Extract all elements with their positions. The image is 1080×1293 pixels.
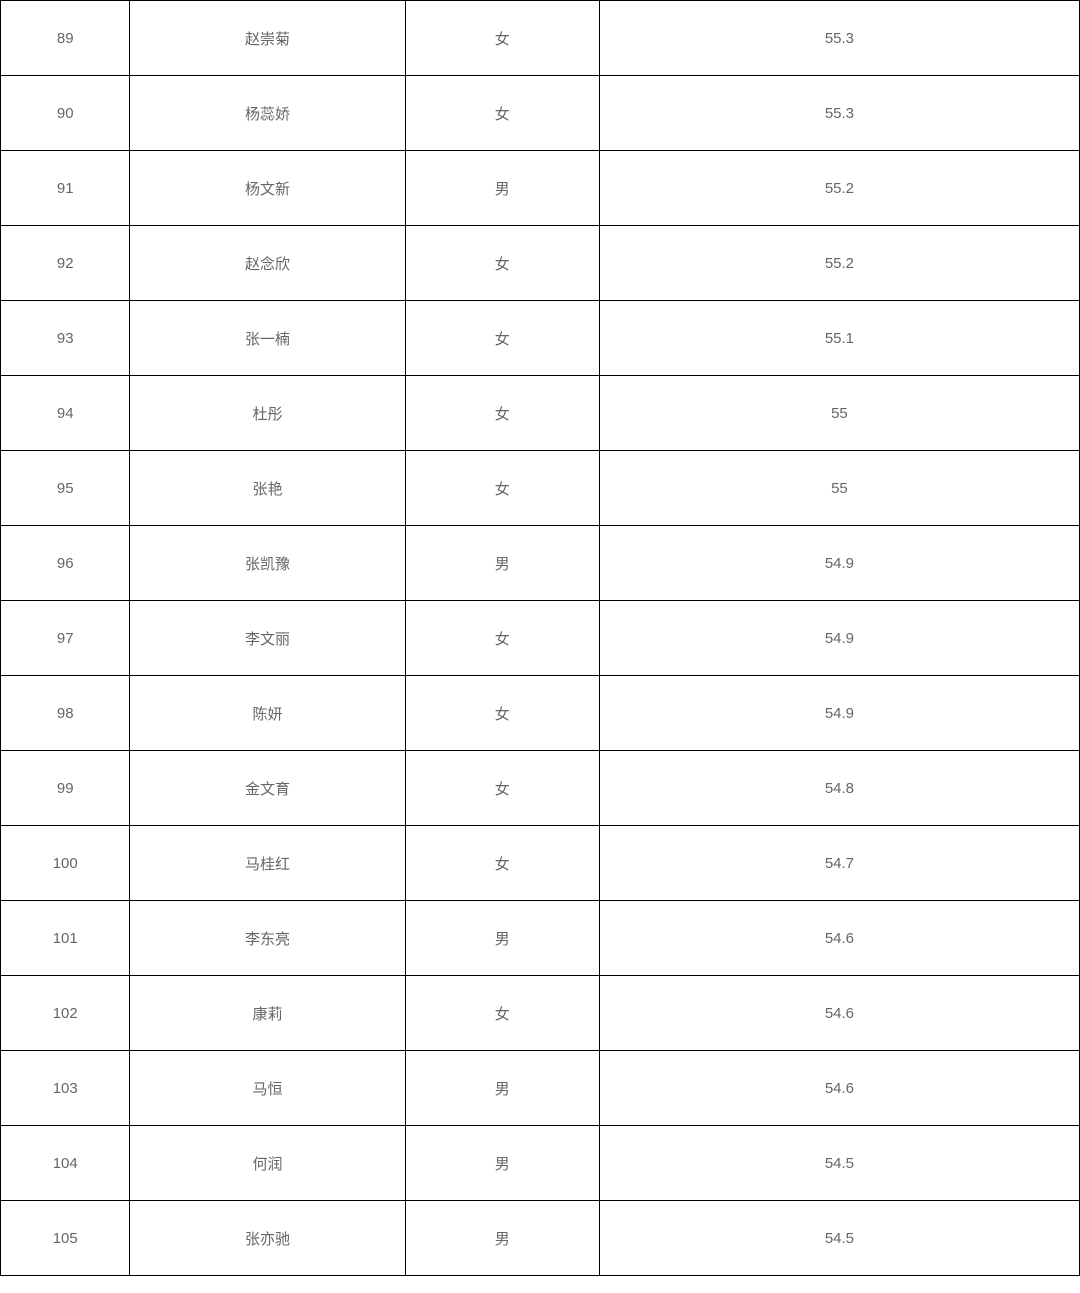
table-row: 89赵崇菊女55.3 xyxy=(1,1,1080,76)
cell-gender: 女 xyxy=(405,826,599,901)
table-row: 105张亦驰男54.5 xyxy=(1,1201,1080,1276)
cell-score: 54.9 xyxy=(599,676,1079,751)
cell-score: 54.6 xyxy=(599,901,1079,976)
cell-name: 杨文新 xyxy=(130,151,405,226)
cell-index: 97 xyxy=(1,601,130,676)
table-body: 89赵崇菊女55.390杨蕊娇女55.391杨文新男55.292赵念欣女55.2… xyxy=(1,1,1080,1276)
cell-name: 张凯豫 xyxy=(130,526,405,601)
cell-score: 55.1 xyxy=(599,301,1079,376)
cell-gender: 女 xyxy=(405,751,599,826)
cell-name: 马桂红 xyxy=(130,826,405,901)
cell-gender: 女 xyxy=(405,301,599,376)
table-row: 101李东亮男54.6 xyxy=(1,901,1080,976)
table-row: 93张一楠女55.1 xyxy=(1,301,1080,376)
cell-score: 55 xyxy=(599,376,1079,451)
cell-gender: 女 xyxy=(405,76,599,151)
cell-index: 94 xyxy=(1,376,130,451)
cell-name: 康莉 xyxy=(130,976,405,1051)
data-table: 89赵崇菊女55.390杨蕊娇女55.391杨文新男55.292赵念欣女55.2… xyxy=(0,0,1080,1276)
cell-index: 89 xyxy=(1,1,130,76)
cell-gender: 女 xyxy=(405,676,599,751)
table-row: 100马桂红女54.7 xyxy=(1,826,1080,901)
cell-score: 54.6 xyxy=(599,1051,1079,1126)
table-row: 97李文丽女54.9 xyxy=(1,601,1080,676)
cell-gender: 女 xyxy=(405,226,599,301)
table-row: 94杜彤女55 xyxy=(1,376,1080,451)
table-row: 91杨文新男55.2 xyxy=(1,151,1080,226)
cell-index: 91 xyxy=(1,151,130,226)
cell-score: 55 xyxy=(599,451,1079,526)
cell-score: 55.2 xyxy=(599,151,1079,226)
table-row: 102康莉女54.6 xyxy=(1,976,1080,1051)
cell-name: 李文丽 xyxy=(130,601,405,676)
cell-gender: 女 xyxy=(405,451,599,526)
cell-name: 张一楠 xyxy=(130,301,405,376)
cell-name: 金文育 xyxy=(130,751,405,826)
cell-gender: 男 xyxy=(405,1051,599,1126)
cell-gender: 男 xyxy=(405,151,599,226)
table-container: 89赵崇菊女55.390杨蕊娇女55.391杨文新男55.292赵念欣女55.2… xyxy=(0,0,1080,1276)
cell-score: 54.9 xyxy=(599,526,1079,601)
cell-index: 101 xyxy=(1,901,130,976)
cell-score: 54.6 xyxy=(599,976,1079,1051)
cell-name: 何润 xyxy=(130,1126,405,1201)
cell-index: 104 xyxy=(1,1126,130,1201)
cell-score: 55.3 xyxy=(599,76,1079,151)
cell-name: 赵崇菊 xyxy=(130,1,405,76)
cell-name: 杨蕊娇 xyxy=(130,76,405,151)
cell-index: 99 xyxy=(1,751,130,826)
cell-score: 54.7 xyxy=(599,826,1079,901)
cell-gender: 男 xyxy=(405,526,599,601)
cell-name: 陈妍 xyxy=(130,676,405,751)
cell-name: 张亦驰 xyxy=(130,1201,405,1276)
cell-index: 96 xyxy=(1,526,130,601)
cell-name: 马恒 xyxy=(130,1051,405,1126)
cell-score: 55.2 xyxy=(599,226,1079,301)
cell-gender: 女 xyxy=(405,976,599,1051)
cell-index: 103 xyxy=(1,1051,130,1126)
cell-gender: 女 xyxy=(405,601,599,676)
cell-score: 55.3 xyxy=(599,1,1079,76)
cell-index: 102 xyxy=(1,976,130,1051)
cell-name: 杜彤 xyxy=(130,376,405,451)
cell-gender: 女 xyxy=(405,1,599,76)
table-row: 99金文育女54.8 xyxy=(1,751,1080,826)
table-row: 95张艳女55 xyxy=(1,451,1080,526)
cell-index: 90 xyxy=(1,76,130,151)
table-row: 103马恒男54.6 xyxy=(1,1051,1080,1126)
cell-gender: 男 xyxy=(405,1126,599,1201)
table-row: 90杨蕊娇女55.3 xyxy=(1,76,1080,151)
cell-score: 54.8 xyxy=(599,751,1079,826)
table-row: 96张凯豫男54.9 xyxy=(1,526,1080,601)
table-row: 92赵念欣女55.2 xyxy=(1,226,1080,301)
cell-index: 100 xyxy=(1,826,130,901)
cell-gender: 男 xyxy=(405,1201,599,1276)
cell-index: 95 xyxy=(1,451,130,526)
table-row: 98陈妍女54.9 xyxy=(1,676,1080,751)
cell-score: 54.9 xyxy=(599,601,1079,676)
cell-index: 92 xyxy=(1,226,130,301)
cell-gender: 女 xyxy=(405,376,599,451)
cell-index: 105 xyxy=(1,1201,130,1276)
cell-name: 赵念欣 xyxy=(130,226,405,301)
cell-name: 李东亮 xyxy=(130,901,405,976)
cell-name: 张艳 xyxy=(130,451,405,526)
table-row: 104何润男54.5 xyxy=(1,1126,1080,1201)
cell-index: 98 xyxy=(1,676,130,751)
cell-score: 54.5 xyxy=(599,1126,1079,1201)
cell-index: 93 xyxy=(1,301,130,376)
cell-gender: 男 xyxy=(405,901,599,976)
cell-score: 54.5 xyxy=(599,1201,1079,1276)
